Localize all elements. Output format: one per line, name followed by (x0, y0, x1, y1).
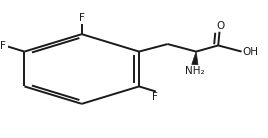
Text: F: F (79, 13, 85, 23)
Text: OH: OH (243, 47, 259, 57)
Text: F: F (152, 92, 158, 102)
Polygon shape (192, 52, 198, 65)
Text: F: F (0, 41, 6, 51)
Text: O: O (216, 21, 224, 31)
Text: NH₂: NH₂ (185, 66, 205, 76)
